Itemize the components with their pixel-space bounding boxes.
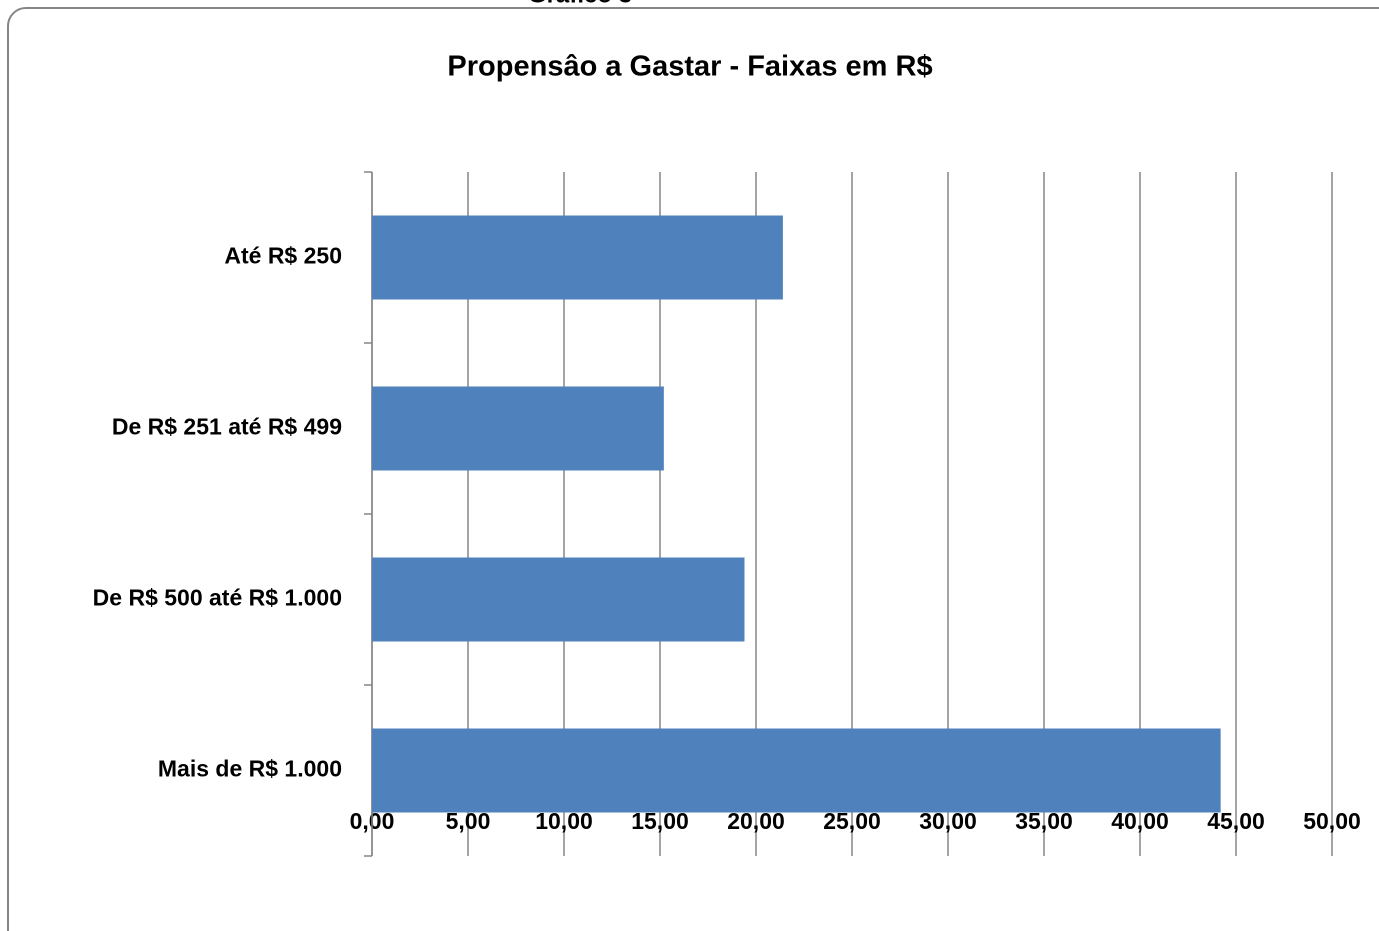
chart-border bbox=[7, 7, 1379, 931]
x-tick-label: 50,00 bbox=[1303, 808, 1361, 834]
y-tick-label: De R$ 500 até R$ 1.000 bbox=[93, 585, 342, 611]
y-tick-label: De R$ 251 até R$ 499 bbox=[112, 414, 342, 440]
chart-title: Propensâo a Gastar - Faixas em R$ bbox=[447, 51, 932, 83]
bar bbox=[372, 728, 1221, 813]
y-tick-label: Até R$ 250 bbox=[224, 243, 342, 269]
chart-caption: Gráfico 3 bbox=[528, 0, 632, 8]
bar bbox=[372, 386, 664, 471]
bar bbox=[372, 557, 745, 642]
bar bbox=[372, 215, 783, 300]
y-tick-label: Mais de R$ 1.000 bbox=[158, 756, 342, 782]
